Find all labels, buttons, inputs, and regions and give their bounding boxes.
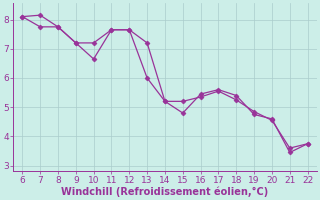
- X-axis label: Windchill (Refroidissement éolien,°C): Windchill (Refroidissement éolien,°C): [61, 186, 268, 197]
